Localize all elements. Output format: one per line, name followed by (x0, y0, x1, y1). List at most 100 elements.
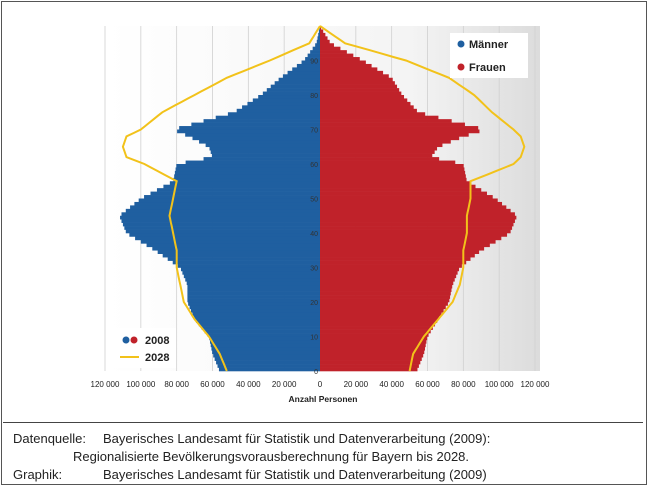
x-tick-label-6: 0 (318, 380, 323, 389)
bar-women-age-3 (320, 357, 422, 361)
bar-men-age-5 (212, 350, 320, 355)
legend-2008-label: 2008 (145, 335, 169, 347)
series-women-2028-line (319, 25, 526, 372)
bar-women-age-32 (320, 257, 471, 261)
y-tick-label-50: 50 (310, 197, 318, 204)
bar-men-age-53 (163, 184, 320, 189)
bar-women-age-71 (320, 122, 465, 127)
bar-men-age-17 (191, 308, 320, 313)
series-women-2008 (320, 26, 517, 372)
bar-men-age-36 (146, 243, 320, 248)
bar-men-age-41 (124, 226, 320, 230)
bar-women-age-79 (320, 95, 405, 99)
bar-women-age-76 (320, 105, 414, 110)
bar-women-age-98 (320, 29, 324, 34)
bar-women-age-59 (320, 164, 464, 168)
bar-men-age-42 (122, 222, 321, 227)
bar-women-age-25 (320, 281, 454, 286)
bar-women-age-45 (320, 212, 515, 217)
bar-women-age-15 (320, 315, 440, 320)
bar-men-age-68 (185, 132, 320, 137)
bar-men-age-44 (120, 215, 320, 220)
bar-men-age-94 (315, 43, 320, 47)
source-label: Datenquelle: (13, 431, 86, 446)
bar-men-age-60 (185, 160, 320, 165)
bar-women-age-86 (320, 70, 384, 75)
bar-men-age-65 (205, 143, 320, 148)
bar-men-age-74 (227, 112, 320, 116)
bar-men-age-82 (270, 84, 320, 89)
bar-women-age-69 (320, 129, 480, 134)
bar-women-age-12 (320, 326, 433, 330)
x-tick-label-2: 80 000 (164, 380, 189, 389)
bar-men-age-78 (252, 98, 320, 103)
bar-men-age-11 (204, 329, 320, 334)
x-tick-label-11: 100 000 (485, 380, 514, 389)
legend-women-label: Frauen (469, 62, 506, 74)
bar-men-age-88 (296, 63, 320, 68)
bar-women-age-88 (320, 63, 372, 68)
bar-men-age-80 (262, 91, 320, 96)
bar-women-age-29 (320, 267, 460, 272)
legend-men-label: Männer (469, 39, 509, 51)
bar-women-age-82 (320, 84, 398, 89)
bar-women-age-62 (320, 153, 433, 158)
bar-women-age-64 (320, 146, 438, 151)
bar-men-age-46 (125, 208, 321, 213)
bar-women-age-37 (320, 239, 496, 244)
bar-women-age-56 (320, 174, 466, 179)
bar-women-age-9 (320, 336, 428, 341)
bar-men-age-22 (187, 291, 320, 296)
legend-2028-label: 2028 (145, 352, 169, 364)
bar-men-age-13 (198, 322, 320, 327)
bar-women-age-30 (320, 264, 462, 268)
bar-women-age-97 (320, 32, 326, 37)
series-men-2028-line (121, 25, 321, 372)
bar-men-age-18 (189, 305, 320, 310)
bar-women-age-54 (320, 181, 470, 185)
y-axis-ticks: 0 10 20 30 40 50 60 70 80 90 (310, 59, 318, 377)
bar-women-age-39 (320, 233, 508, 237)
bar-men-age-71 (191, 122, 320, 127)
bar-men-age-29 (180, 267, 320, 272)
y-tick-label-0: 0 (314, 369, 318, 376)
bar-men-age-84 (278, 77, 320, 82)
y-tick-label-80: 80 (310, 93, 318, 100)
bar-women-age-96 (320, 36, 328, 41)
x-tick-label-8: 40 000 (379, 380, 404, 389)
bar-women-age-89 (320, 60, 366, 65)
bar-women-age-5 (320, 350, 425, 355)
y-tick-label-20: 20 (310, 300, 318, 307)
x-axis-label: Anzahl Personen (289, 394, 358, 404)
bar-men-age-69 (177, 129, 320, 134)
bar-men-age-87 (292, 67, 320, 72)
bar-men-age-83 (274, 81, 320, 85)
bar-women-age-65 (320, 143, 443, 148)
x-tick-label-12: 120 000 (521, 380, 550, 389)
bar-women-age-55 (320, 177, 467, 182)
bar-men-age-19 (188, 302, 320, 306)
bar-men-age-70 (179, 126, 320, 130)
bar-men-age-37 (140, 239, 320, 244)
bar-women-age-84 (320, 77, 393, 82)
bar-men-age-56 (174, 174, 320, 179)
bar-women-age-92 (320, 50, 347, 54)
bar-women-age-63 (320, 150, 435, 154)
bar-women-age-7 (320, 343, 426, 348)
bar-women-age-57 (320, 170, 466, 175)
bar-men-age-59 (176, 164, 320, 168)
bar-men-age-85 (282, 74, 320, 79)
graphic-text: Bayerisches Landesamt für Statistik und … (103, 467, 487, 482)
bar-men-age-97 (318, 32, 320, 37)
bar-women-age-66 (320, 139, 451, 144)
bar-women-age-35 (320, 246, 485, 251)
bar-women-age-28 (320, 270, 458, 275)
source-text-line2: Regionalisierte Bevölkerungsvorausberech… (73, 449, 470, 464)
bar-men-age-23 (187, 288, 320, 292)
bar-men-age-15 (193, 315, 320, 320)
bar-men-age-90 (305, 57, 320, 61)
bar-women-age-42 (320, 222, 514, 227)
x-axis-ticks: 120 000 100 000 80 000 60 000 40 000 20 000 0 2… (91, 380, 550, 389)
bar-men-age-9 (209, 336, 320, 341)
